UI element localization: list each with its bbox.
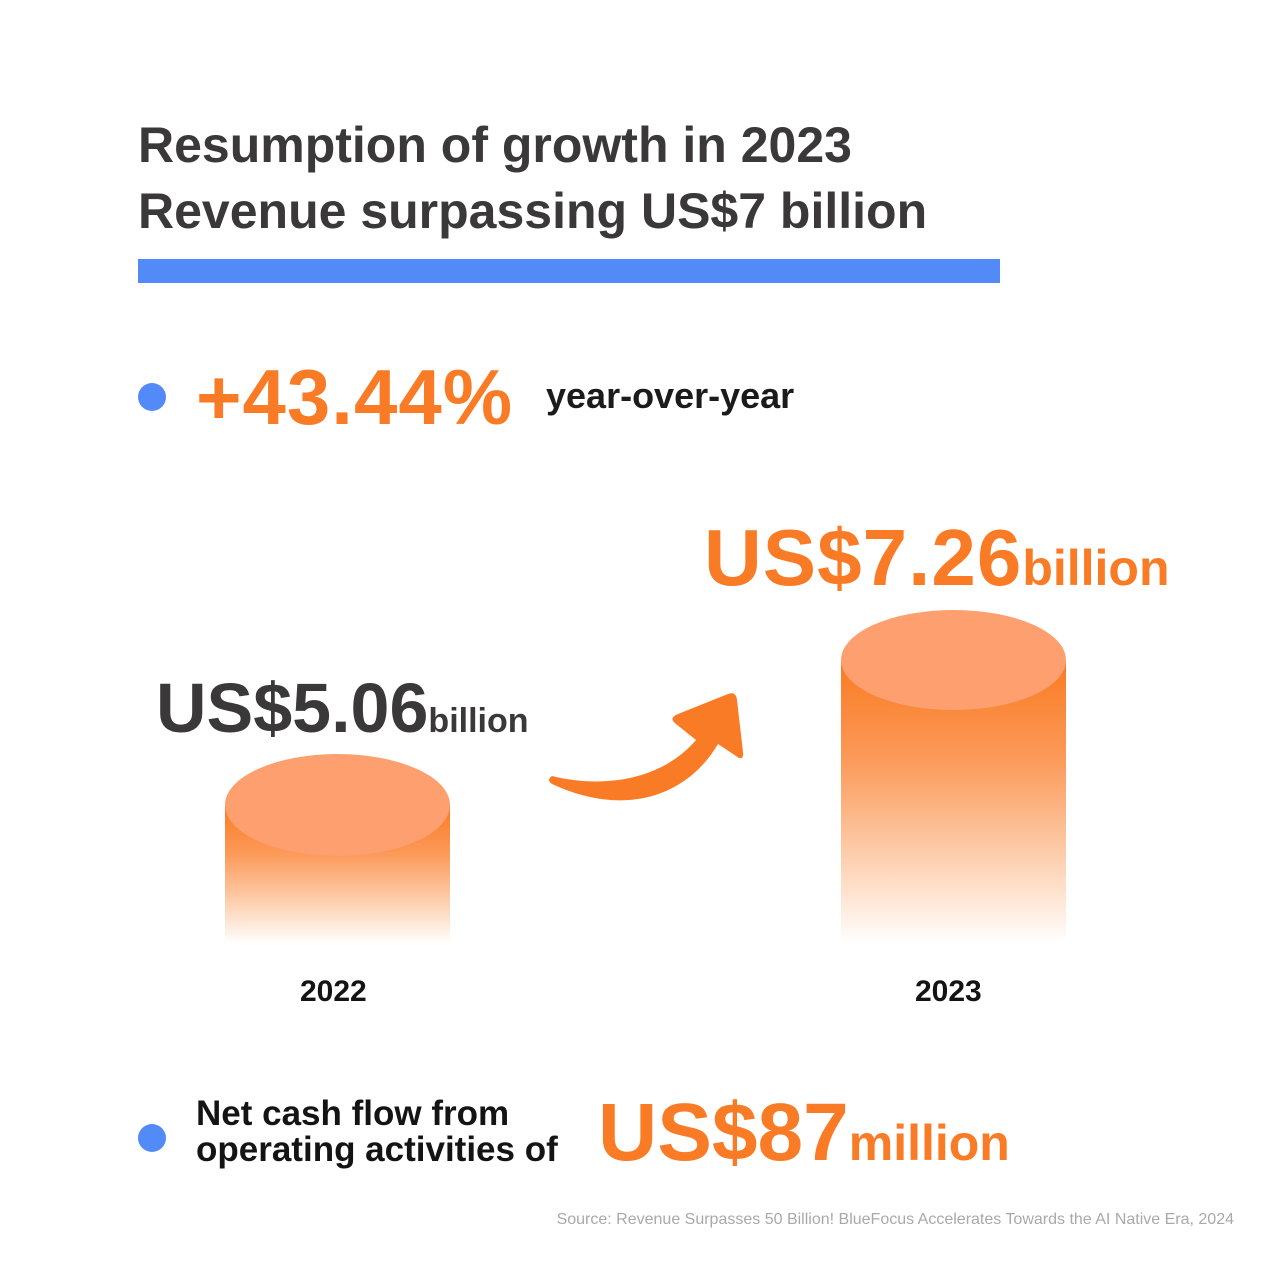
growth-percentage: +43.44%: [196, 353, 514, 441]
value-2023: US$7.26billion: [704, 512, 1170, 604]
title-line-2: Revenue surpassing US$7 billion: [138, 183, 928, 239]
bullet-dot-icon: [138, 1124, 166, 1152]
source-citation: Source: Revenue Surpasses 50 Billion! Bl…: [556, 1211, 1234, 1228]
value-2022: US$5.06billion: [156, 668, 529, 748]
cylinder-top: [841, 610, 1066, 710]
bullet-dot-icon: [138, 383, 166, 411]
year-label-2022: 2022: [300, 975, 367, 1008]
growth-label: year-over-year: [546, 375, 795, 416]
cash-flow-value: US$87million: [598, 1086, 1010, 1180]
cash-flow-number: US$87: [598, 1087, 849, 1178]
bar-2023-cylinder: [841, 610, 1066, 944]
title-line-1: Resumption of growth in 2023: [138, 117, 852, 173]
value-2022-number: US$5.06: [156, 669, 429, 747]
cylinder-top: [225, 754, 450, 856]
cash-flow-label-line-1: Net cash flow from: [196, 1094, 510, 1133]
value-2023-number: US$7.26: [704, 513, 1023, 602]
page-title: Resumption of growth in 2023 Revenue sur…: [138, 112, 1038, 244]
bar-2022-cylinder: [225, 754, 450, 944]
cash-flow-unit: million: [848, 1115, 1010, 1171]
value-2022-unit: billion: [428, 702, 529, 740]
year-label-2023: 2023: [915, 975, 982, 1008]
cash-flow-label-line-2: operating activities of: [196, 1130, 558, 1169]
curved-up-arrow-icon: [549, 693, 744, 801]
cash-flow-label: Net cash flow from operating activities …: [196, 1096, 558, 1168]
value-2023-unit: billion: [1022, 540, 1170, 596]
title-underline-bar: [138, 259, 1000, 283]
